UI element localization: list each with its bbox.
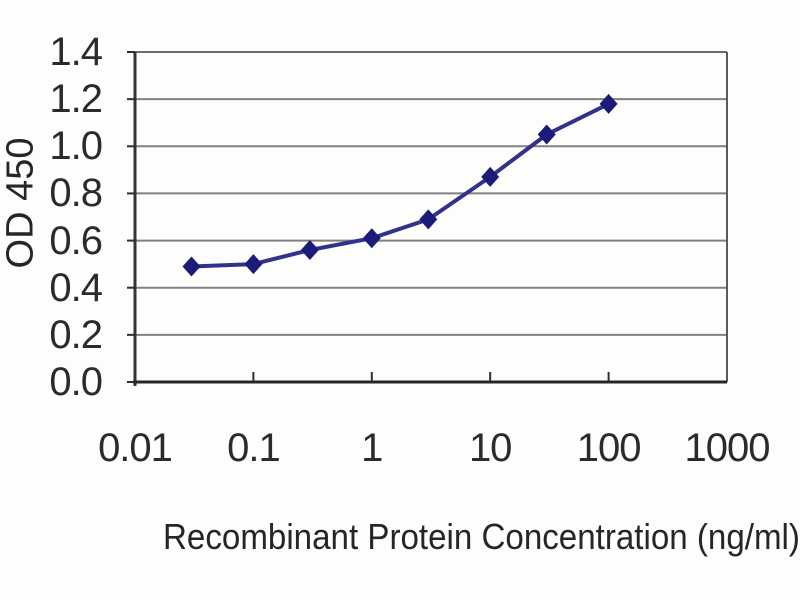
y-tick-label: 0.0	[49, 360, 103, 404]
y-tick-label: 0.2	[49, 312, 103, 357]
data-point-marker	[300, 240, 319, 260]
y-tick-label: 0.6	[49, 218, 103, 263]
x-tick-label: 1	[361, 426, 383, 470]
x-axis-title: Recombinant Protein Concentration (ng/ml…	[163, 516, 800, 557]
y-axis-title: OD 450	[0, 137, 42, 269]
x-tick-label: 0.1	[227, 426, 281, 470]
data-point-marker	[362, 228, 381, 249]
data-point-marker	[419, 209, 438, 230]
series-line	[191, 102, 610, 269]
y-tick-label: 1.2	[49, 77, 103, 122]
x-tick-label: 100	[576, 426, 642, 470]
y-tick-label: 0.8	[49, 171, 103, 216]
y-tick-label: 1.0	[49, 124, 103, 169]
data-point-marker	[244, 254, 263, 275]
data-point-marker	[481, 166, 500, 187]
y-tick-label: 1.4	[49, 30, 103, 74]
y-tick-label: 0.4	[49, 265, 103, 310]
data-point-marker	[537, 124, 556, 145]
x-tick-label: 10	[468, 426, 513, 470]
data-point-marker	[599, 93, 618, 114]
x-tick-label: 1000	[684, 426, 771, 470]
x-tick-label: 0.01	[98, 426, 173, 470]
data-point-marker	[182, 256, 201, 277]
